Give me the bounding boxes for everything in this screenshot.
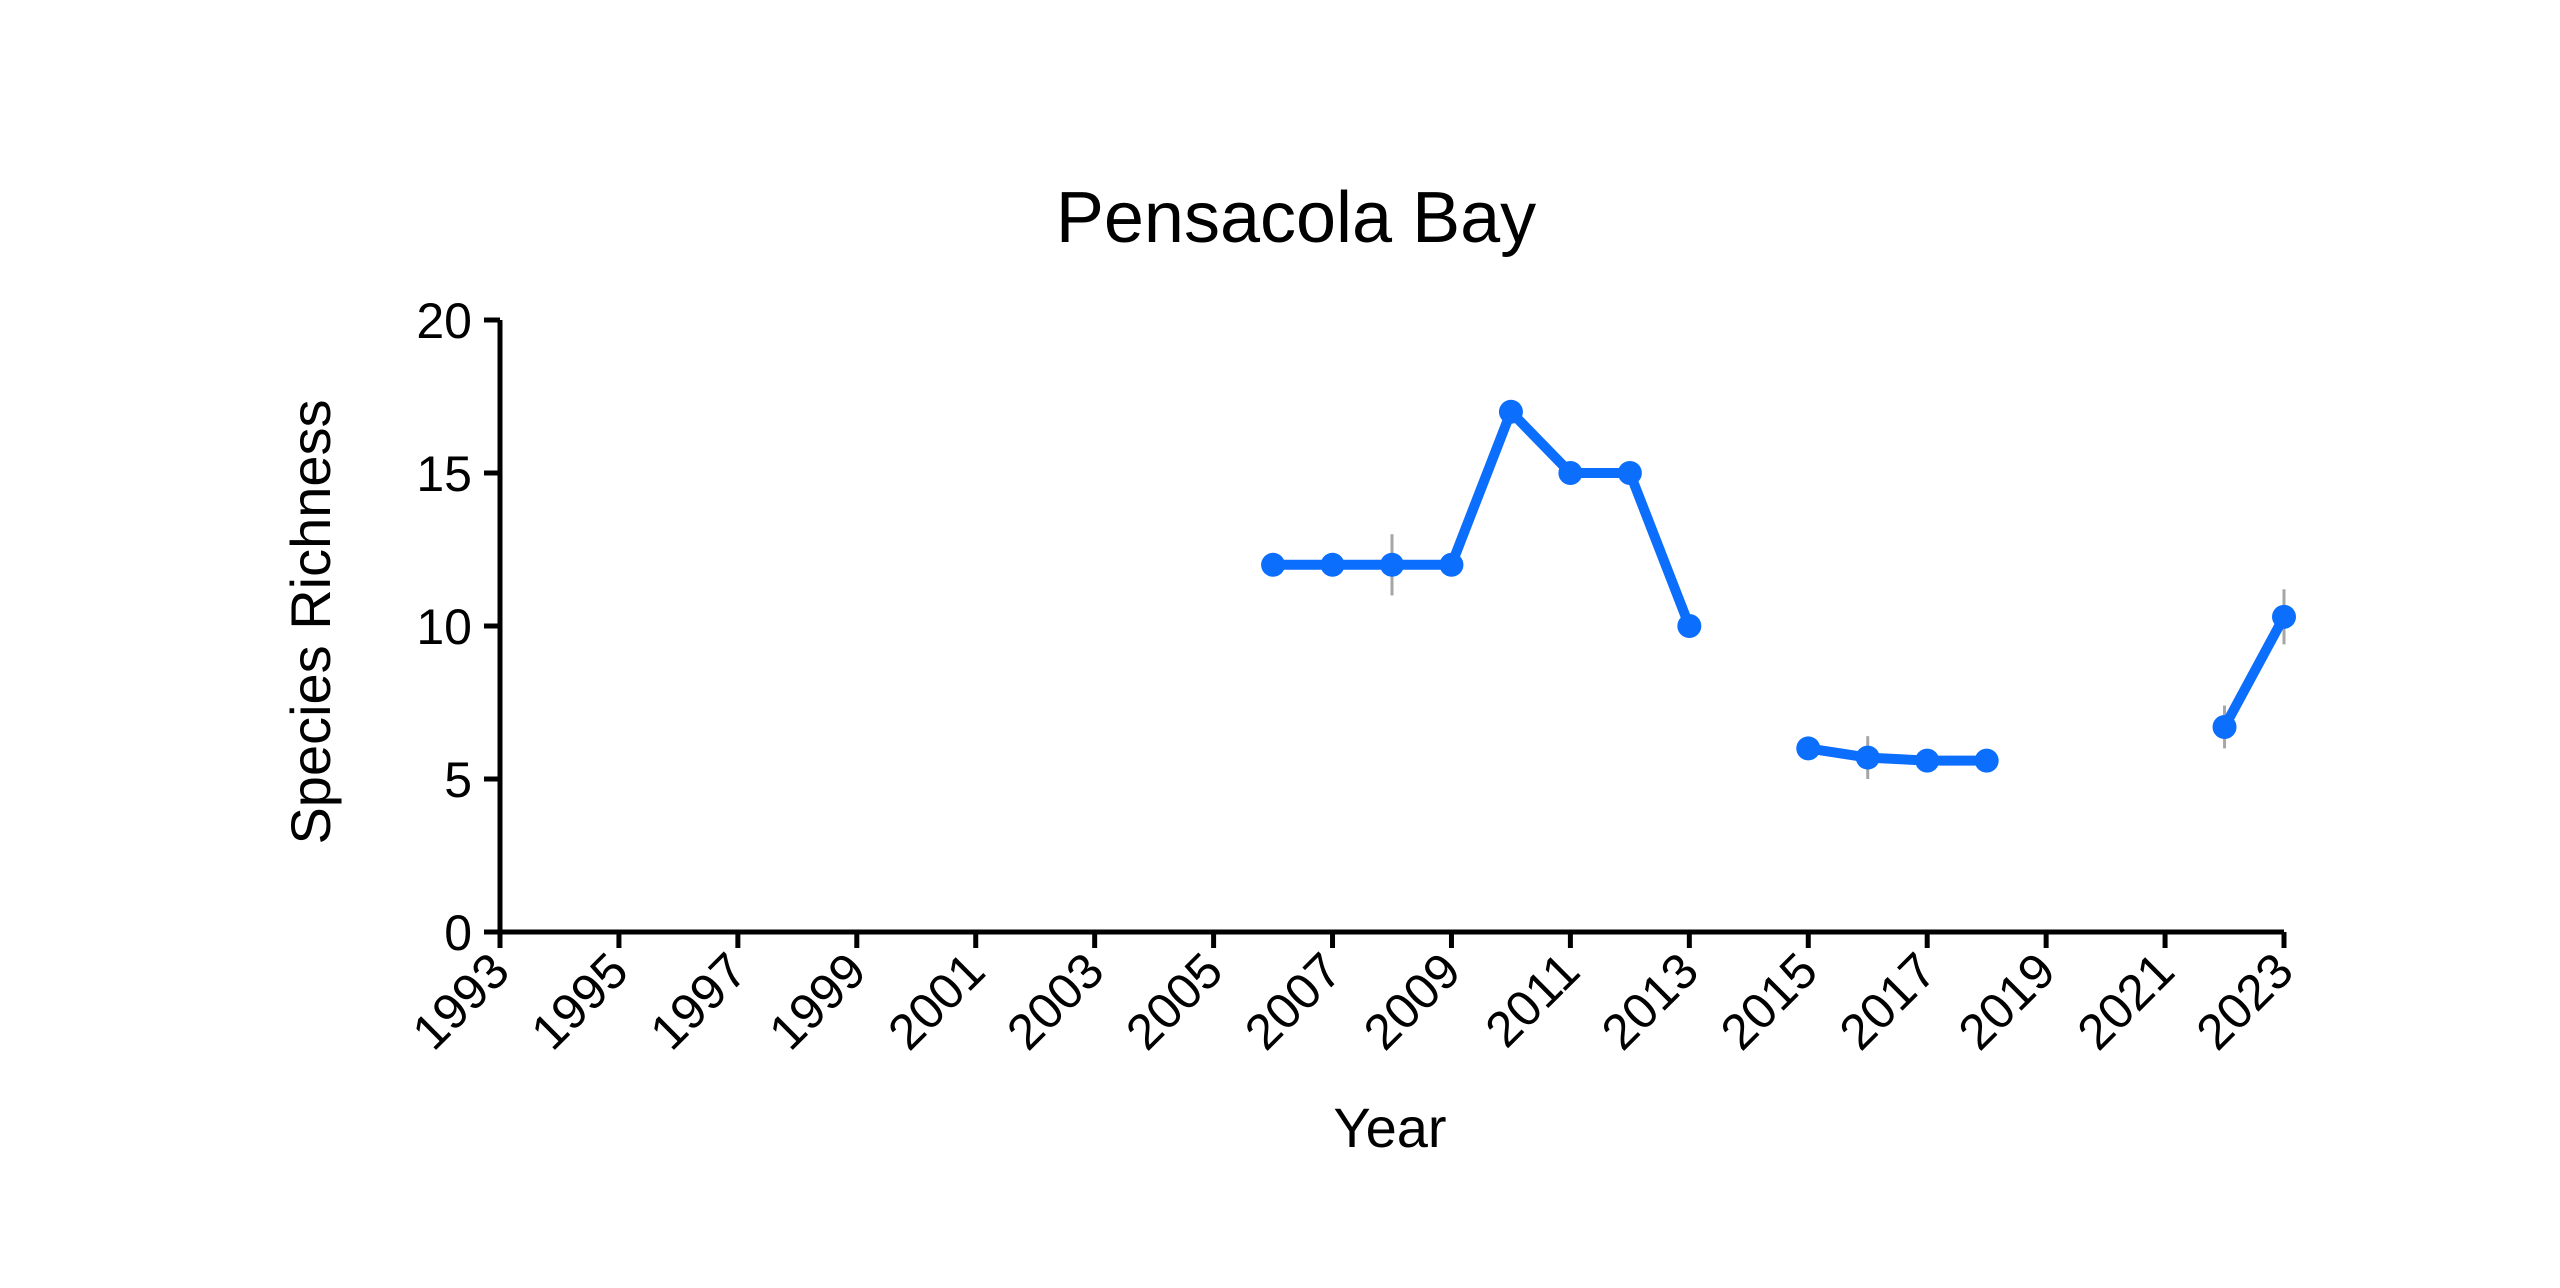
y-tick-label: 20 bbox=[416, 293, 472, 349]
x-tick-label: 2015 bbox=[1710, 942, 1828, 1060]
series-line-segment bbox=[1803, 743, 1992, 766]
x-tick-label: 1999 bbox=[758, 942, 876, 1060]
y-axis-ticks: 0 5 10 15 20 bbox=[416, 293, 500, 961]
x-axis-label: Year bbox=[1333, 1096, 1446, 1159]
x-axis-ticks: 1993 1995 1997 1999 2001 2003 2005 2007 2009 2011… bbox=[402, 932, 2304, 1060]
data-point bbox=[1380, 552, 1404, 577]
x-tick-label: 2013 bbox=[1591, 942, 1709, 1060]
data-point bbox=[1974, 748, 1999, 773]
error-bars bbox=[1390, 534, 2286, 779]
x-tick-label: 1995 bbox=[520, 942, 638, 1060]
x-tick-label: 2023 bbox=[2186, 942, 2304, 1060]
data-point bbox=[1796, 736, 1821, 761]
data-point bbox=[2272, 604, 2296, 629]
y-tick-label: 5 bbox=[444, 752, 472, 808]
chart-title: Pensacola Bay bbox=[1056, 178, 1536, 258]
data-point bbox=[1261, 552, 1286, 577]
data-point bbox=[1617, 461, 1642, 485]
x-tick-label: 2021 bbox=[2067, 942, 2185, 1060]
series-points bbox=[1261, 399, 2296, 773]
x-tick-label: 2017 bbox=[1829, 942, 1947, 1060]
x-tick-label: 2005 bbox=[1115, 942, 1233, 1060]
series-line-segment bbox=[1268, 406, 1695, 631]
x-tick-label: 2001 bbox=[877, 942, 995, 1060]
x-tick-label: 2011 bbox=[1475, 942, 1591, 1058]
x-tick-label: 2009 bbox=[1353, 942, 1471, 1060]
data-point bbox=[1558, 461, 1583, 485]
y-axis-label: Species Richness bbox=[279, 399, 342, 844]
y-tick-label: 10 bbox=[416, 599, 472, 655]
data-point bbox=[1439, 552, 1464, 577]
data-point bbox=[1855, 745, 1880, 770]
series-line-segment bbox=[2219, 611, 2289, 732]
data-point bbox=[1915, 748, 1940, 773]
data-point bbox=[2212, 714, 2237, 739]
x-tick-label: 1997 bbox=[639, 942, 757, 1060]
data-point bbox=[1677, 614, 1702, 638]
data-point bbox=[1498, 399, 1523, 424]
series-lines bbox=[1268, 406, 2289, 766]
y-tick-label: 15 bbox=[416, 446, 472, 502]
x-tick-label: 2003 bbox=[996, 942, 1114, 1060]
x-tick-label: 2007 bbox=[1234, 942, 1352, 1060]
x-tick-label: 2019 bbox=[1948, 942, 2066, 1060]
data-point bbox=[1320, 552, 1345, 577]
y-tick-label: 0 bbox=[444, 905, 472, 961]
